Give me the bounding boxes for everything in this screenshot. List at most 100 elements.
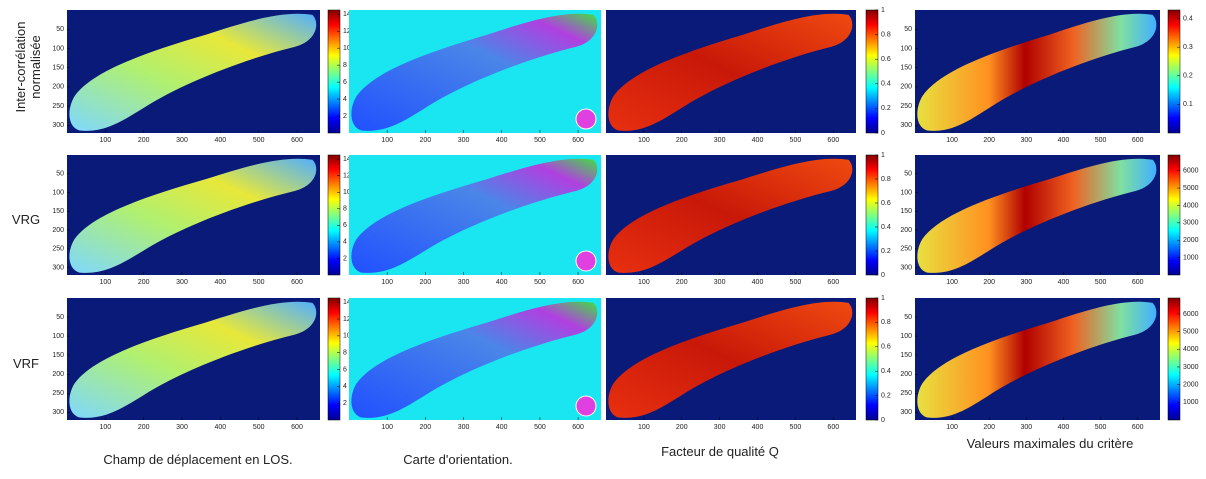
x-tick-label: 200 [676, 424, 688, 431]
colorbar-tick-label: 0.4 [881, 224, 891, 231]
x-tick-label: 300 [176, 137, 188, 144]
x-tick-label: 300 [458, 137, 470, 144]
y-tick-label: 50 [904, 171, 912, 178]
colorbar-tick-label: 6000 [1183, 311, 1199, 318]
x-tick-label: 300 [458, 424, 470, 431]
y-tick-label: 250 [52, 246, 64, 253]
y-tick-label: 150 [900, 352, 912, 359]
x-tick-label: 200 [983, 424, 995, 431]
y-tick-label: 150 [900, 208, 912, 215]
x-tick-label: 300 [1021, 279, 1033, 286]
x-tick-label: 400 [214, 137, 226, 144]
column-caption: Facteur de qualité Q [661, 444, 779, 459]
x-tick-label: 600 [572, 279, 584, 286]
colorbar-tick-label: 0 [881, 417, 885, 424]
y-tick-label: 200 [900, 84, 912, 91]
colorbar [327, 154, 341, 276]
column-caption: Valeurs maximales du critère [966, 436, 1134, 451]
y-tick-label: 100 [900, 333, 912, 340]
colorbar-tick-label: 14 [343, 156, 351, 163]
y-tick-label: 200 [52, 227, 64, 234]
y-tick-label: 50 [56, 171, 64, 178]
color-wheel [575, 250, 597, 272]
y-tick-label: 300 [52, 264, 64, 271]
x-tick-label: 500 [253, 279, 265, 286]
x-tick-label: 600 [572, 424, 584, 431]
color-wheel [575, 108, 597, 130]
colorbar-tick-label: 0.4 [1183, 15, 1193, 22]
colorbar-tick-label: 1000 [1183, 254, 1199, 261]
image-region [917, 13, 1157, 131]
colorbar [1167, 9, 1181, 134]
image-region [351, 13, 598, 131]
colorbar-tick-label: 12 [343, 28, 351, 35]
x-tick-label: 300 [714, 279, 726, 286]
x-tick-label: 500 [790, 279, 802, 286]
colorbar-tick-label: 14 [343, 299, 351, 306]
colorbar-tick-label: 0.3 [1183, 44, 1193, 51]
x-tick-label: 200 [138, 279, 150, 286]
colorbar-tick-label: 0.2 [881, 392, 891, 399]
y-tick-label: 150 [52, 208, 64, 215]
x-tick-label: 200 [420, 279, 432, 286]
colorbar-tick-label: 8 [343, 350, 347, 357]
colorbar [865, 9, 879, 134]
image-region [608, 301, 853, 418]
colorbar-tick-label: 0.2 [881, 248, 891, 255]
x-tick-label: 100 [638, 279, 650, 286]
x-tick-label: 300 [458, 279, 470, 286]
y-tick-label: 250 [900, 103, 912, 110]
x-tick-label: 300 [1021, 137, 1033, 144]
y-tick-label: 100 [900, 189, 912, 196]
y-tick-label: 300 [900, 264, 912, 271]
colorbar-tick-label: 0.1 [1183, 101, 1193, 108]
x-tick-label: 100 [381, 137, 393, 144]
x-tick-label: 300 [1021, 424, 1033, 431]
colorbar-tick-label: 0.4 [881, 81, 891, 88]
x-tick-label: 500 [1095, 137, 1107, 144]
x-tick-label: 600 [1132, 137, 1144, 144]
colorbar-tick-label: 6 [343, 79, 347, 86]
x-tick-label: 600 [827, 279, 839, 286]
colorbar-tick-label: 0.6 [881, 200, 891, 207]
y-tick-label: 50 [904, 314, 912, 321]
colorbar [327, 297, 341, 421]
y-tick-label: 250 [52, 103, 64, 110]
image-region [608, 158, 853, 273]
y-tick-label: 100 [52, 189, 64, 196]
y-tick-label: 50 [56, 314, 64, 321]
colorbar-tick-label: 1 [881, 295, 885, 302]
y-tick-label: 150 [52, 352, 64, 359]
column-caption: Champ de déplacement en LOS. [103, 452, 293, 467]
x-tick-label: 300 [176, 279, 188, 286]
x-tick-label: 200 [676, 137, 688, 144]
image-region [69, 158, 317, 273]
x-tick-label: 500 [253, 137, 265, 144]
x-tick-label: 600 [291, 279, 303, 286]
colorbar-tick-label: 10 [343, 333, 351, 340]
x-tick-label: 300 [176, 424, 188, 431]
colorbar-tick-label: 10 [343, 45, 351, 52]
y-tick-label: 200 [52, 84, 64, 91]
x-tick-label: 100 [99, 279, 111, 286]
row-label: Inter-corrélation normalisée [13, 21, 43, 113]
colorbar [1167, 154, 1181, 276]
row-label: VRF [13, 356, 39, 371]
x-tick-label: 500 [1095, 279, 1107, 286]
colorbar [1167, 297, 1181, 421]
x-tick-label: 500 [534, 279, 546, 286]
colorbar-tick-label: 0.2 [881, 105, 891, 112]
colorbar-tick-label: 6000 [1183, 167, 1199, 174]
colorbar-tick-label: 6 [343, 222, 347, 229]
colorbar-tick-label: 0.8 [881, 176, 891, 183]
y-tick-label: 150 [900, 65, 912, 72]
colorbar-tick-label: 2 [343, 400, 347, 407]
colorbar-tick-label: 3000 [1183, 220, 1199, 227]
colorbar-tick-label: 14 [343, 11, 351, 18]
image-region [917, 158, 1157, 273]
image-region [69, 13, 317, 131]
x-tick-label: 200 [138, 137, 150, 144]
y-tick-label: 300 [52, 409, 64, 416]
